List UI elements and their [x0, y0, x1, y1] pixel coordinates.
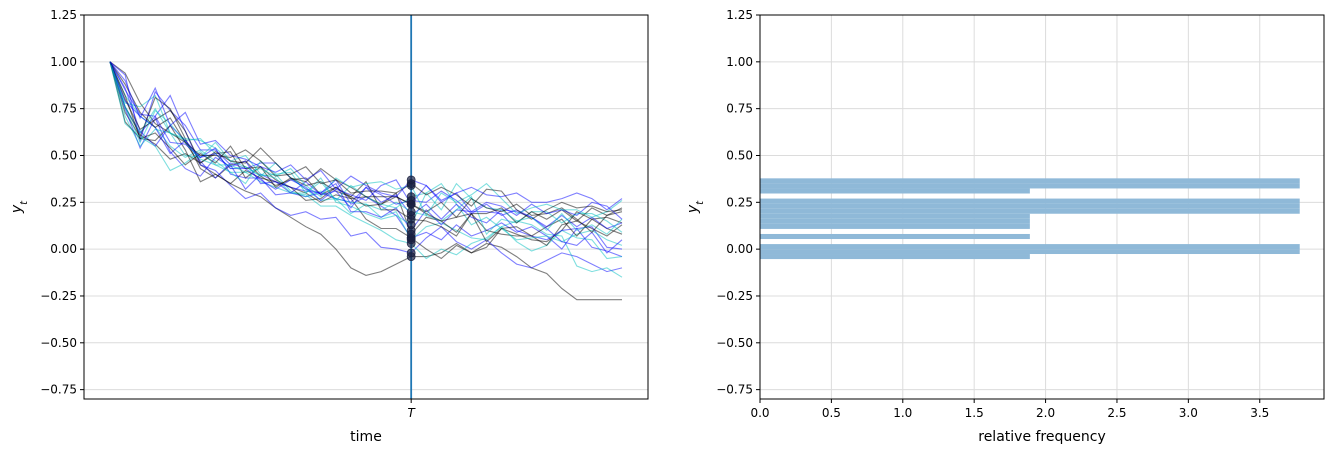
terminal-value-marker [406, 199, 416, 209]
right-y-tick-label: 0.25 [726, 195, 753, 209]
left-y-tick-label: 0.00 [50, 242, 77, 256]
histogram-bar [760, 233, 1030, 240]
right-y-ticks: −0.75 −0.50 −0.25 0.00 0.25 0.50 0.75 1.00 1.25 [716, 8, 760, 397]
left-paths [109, 61, 623, 301]
right-y-tick-label: −0.50 [716, 336, 753, 350]
sample-path [109, 61, 623, 236]
histogram-bar [760, 208, 1300, 214]
right-y-tick-label: 1.25 [726, 8, 753, 22]
terminal-value-marker [406, 192, 416, 202]
left-y-tick-label: 1.25 [50, 8, 77, 22]
left-y-tick-label: 0.75 [50, 102, 77, 116]
histogram-bar [760, 188, 1030, 194]
right-x-tick-label: 2.0 [1036, 406, 1055, 420]
sample-path [109, 61, 623, 273]
sample-path [109, 61, 623, 230]
right-x-ticks: 0.0 0.5 1.0 1.5 2.0 2.5 3.0 3.5 [750, 399, 1269, 420]
histogram-bar [760, 249, 1300, 255]
sample-path [109, 61, 623, 224]
left-y-tick-label: −0.50 [40, 336, 77, 350]
histogram-bar [760, 223, 1030, 229]
sample-path [109, 61, 623, 218]
sample-path [109, 61, 623, 235]
left-y-tick-label: 1.00 [50, 55, 77, 69]
left-x-tick-label: T [408, 406, 417, 420]
sample-path [109, 61, 623, 220]
right-x-tick-label: 1.0 [893, 406, 912, 420]
right-y-tick-label: 1.00 [726, 55, 753, 69]
right-x-axis-label: relative frequency [978, 429, 1105, 445]
left-y-ticks: −0.75 −0.50 −0.25 0.00 0.25 0.50 0.75 1.00 1.25 [40, 8, 84, 397]
histogram-bar [760, 203, 1300, 209]
left-y-tick-label: 0.25 [50, 195, 77, 209]
sample-path [109, 61, 623, 234]
right-x-tick-label: 2.5 [1107, 406, 1126, 420]
histogram-bar [760, 218, 1030, 224]
right-y-tick-label: 0.75 [726, 102, 753, 116]
histogram-bar [760, 183, 1300, 189]
right-axes-frame [759, 14, 1325, 400]
left-x-ticks: T [408, 399, 417, 420]
right-x-tick-label: 1.5 [965, 406, 984, 420]
left-y-tick-label: −0.25 [40, 289, 77, 303]
histogram-bar [760, 213, 1030, 219]
terminal-value-marker [406, 175, 416, 185]
right-x-tick-label: 0.5 [822, 406, 841, 420]
terminal-value-marker [406, 207, 416, 217]
left-axes-frame [83, 14, 649, 400]
left-chart: −0.75−0.50−0.250.000.250.500.751.001.25 … [9, 8, 649, 445]
histogram-bar [760, 244, 1300, 250]
right-x-tick-label: 3.0 [1179, 406, 1198, 420]
left-markers [406, 175, 416, 262]
sample-path [109, 61, 623, 211]
right-chart: −0.75−0.50−0.250.000.250.500.751.001.25 … [685, 8, 1325, 445]
right-x-tick-label: 3.5 [1250, 406, 1269, 420]
left-y-tick-label: −0.75 [40, 383, 77, 397]
sample-path [109, 61, 623, 254]
sample-path [109, 61, 623, 260]
sample-path [109, 61, 622, 301]
right-y-tick-label: 0.00 [726, 242, 753, 256]
histogram-bar [760, 178, 1300, 184]
right-y-axis-label: yt [685, 200, 706, 214]
right-x-tick-label: 0.0 [750, 406, 769, 420]
right-bars [760, 178, 1300, 260]
sample-path [109, 61, 623, 243]
left-y-tick-label: 0.50 [50, 148, 77, 162]
right-y-tick-label: −0.75 [716, 383, 753, 397]
right-y-tick-label: 0.50 [726, 148, 753, 162]
right-y-tick-label: −0.25 [716, 289, 753, 303]
terminal-value-marker [406, 248, 416, 258]
left-x-axis-label: time [350, 429, 382, 445]
left-y-axis-label: yt [9, 200, 30, 214]
histogram-bar [760, 198, 1300, 204]
histogram-bar [760, 254, 1030, 260]
